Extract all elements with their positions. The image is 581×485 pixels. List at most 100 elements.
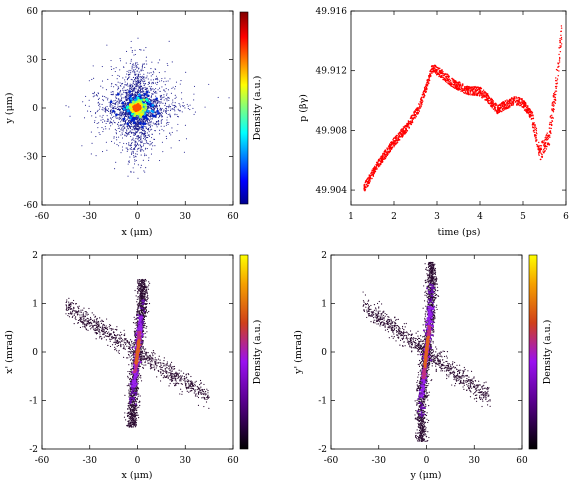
- scatter-point: [122, 77, 124, 79]
- scatter-point: [125, 91, 127, 93]
- x-tick-label: -30: [83, 212, 98, 222]
- scatter-point: [126, 126, 128, 128]
- scatter-point: [152, 93, 154, 96]
- scatter-point: [104, 120, 106, 122]
- scatter-point: [159, 96, 161, 98]
- scatter-point: [449, 84, 451, 86]
- scatter-point: [517, 104, 520, 106]
- scatter-point: [135, 88, 137, 90]
- scatter-point: [555, 77, 557, 79]
- scatter-point: [111, 68, 113, 71]
- scatter-point: [120, 134, 122, 136]
- scatter-point: [151, 100, 153, 102]
- scatter-point: [524, 110, 527, 112]
- scatter-point: [128, 143, 130, 145]
- scatter-point: [154, 105, 156, 107]
- scatter-point: [438, 71, 441, 73]
- scatter-point: [150, 99, 152, 101]
- scatter-point: [126, 88, 128, 91]
- scatter-point: [142, 120, 144, 122]
- scatter-point: [398, 135, 400, 138]
- scatter-point: [559, 50, 562, 53]
- scatter-point: [134, 90, 136, 92]
- scatter-point: [135, 91, 137, 94]
- scatter-point: [185, 138, 188, 140]
- scatter-point: [127, 112, 129, 114]
- y-tick-label: 30: [27, 56, 39, 66]
- scatter-point: [147, 78, 149, 80]
- scatter-point: [187, 105, 189, 107]
- y-axis-label: y (μm): [4, 93, 15, 125]
- scatter-point: [148, 157, 150, 159]
- scatter-point: [150, 120, 152, 122]
- scatter-point: [145, 87, 147, 89]
- scatter-point: [165, 113, 168, 115]
- scatter-point: [136, 135, 138, 137]
- scatter-point: [127, 149, 129, 151]
- scatter-point: [117, 88, 119, 90]
- scatter-point: [528, 108, 530, 111]
- scatter-point: [161, 86, 163, 88]
- scatter-point: [105, 109, 107, 111]
- scatter-point: [136, 76, 138, 78]
- scatter-point: [114, 108, 116, 110]
- scatter-point: [147, 105, 149, 107]
- scatter-point: [138, 128, 140, 130]
- scatter-point: [142, 159, 144, 161]
- scatter-point: [186, 103, 188, 105]
- scatter-point: [143, 134, 146, 136]
- scatter-point: [530, 115, 532, 117]
- scatter-point: [152, 79, 155, 81]
- scatter-point: [162, 151, 164, 153]
- scatter-point: [163, 81, 165, 83]
- scatter-point: [131, 151, 133, 153]
- scatter-point: [446, 81, 448, 84]
- scatter-point: [142, 134, 145, 136]
- scatter-point: [159, 59, 161, 61]
- scatter-point: [137, 63, 139, 65]
- scatter-point: [144, 148, 146, 150]
- scatter-point: [108, 101, 110, 103]
- scatter-point: [138, 71, 140, 73]
- scatter-point: [144, 77, 146, 79]
- scatter-point: [490, 97, 492, 100]
- scatter-point: [132, 152, 134, 154]
- scatter-point: [193, 99, 195, 101]
- scatter-point: [128, 120, 130, 123]
- scatter-point: [427, 82, 430, 84]
- scatter-point: [430, 72, 432, 74]
- scatter-point: [523, 100, 526, 102]
- scatter-point: [399, 136, 402, 138]
- scatter-point: [154, 113, 156, 115]
- scatter-point: [521, 103, 524, 105]
- scatter-point: [398, 132, 400, 134]
- scatter-point: [124, 104, 126, 106]
- scatter-point: [124, 115, 126, 117]
- scatter-point: [119, 124, 121, 126]
- scatter-point: [551, 120, 553, 122]
- scatter-point: [177, 123, 179, 125]
- scatter-point: [140, 148, 142, 150]
- scatter-point: [138, 67, 140, 69]
- scatter-point: [124, 112, 126, 114]
- scatter-point: [133, 144, 135, 146]
- scatter-point: [143, 116, 146, 119]
- scatter-point: [131, 139, 133, 141]
- scatter-point: [203, 383, 205, 386]
- scatter-point: [131, 90, 133, 92]
- scatter-point: [129, 126, 131, 128]
- scatter-point: [543, 144, 545, 147]
- scatter-point: [143, 76, 145, 78]
- scatter-point: [156, 84, 158, 86]
- scatter-point: [409, 120, 412, 123]
- scatter-point: [141, 91, 143, 93]
- scatter-point: [143, 127, 145, 129]
- scatter-point: [367, 184, 369, 187]
- scatter-point: [151, 93, 153, 95]
- scatter-point: [536, 133, 538, 135]
- scatter-point: [158, 71, 160, 74]
- scatter-point: [111, 121, 113, 124]
- scatter-point: [168, 104, 170, 106]
- scatter-point: [173, 106, 175, 109]
- scatter-point: [142, 75, 144, 77]
